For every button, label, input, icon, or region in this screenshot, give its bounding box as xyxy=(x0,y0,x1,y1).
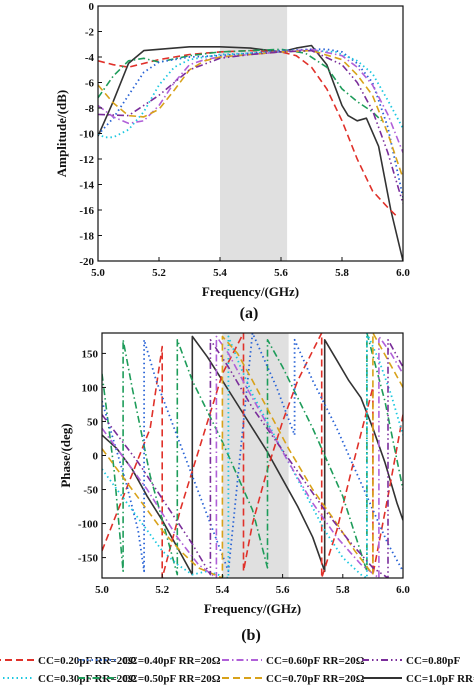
amp-shaded-band xyxy=(220,6,288,261)
legend-label: CC=0.50pF RR=20Ω xyxy=(122,673,221,685)
phase-xtick-label: 6.0 xyxy=(396,584,410,596)
amp-series-0 xyxy=(98,44,403,261)
phase-ytick-label: -150 xyxy=(78,553,99,565)
phase-y-axis-label: Phase/(deg) xyxy=(58,423,73,487)
phase-xtick-label: 5.6 xyxy=(276,584,290,596)
phase-ytick-label: -100 xyxy=(78,519,99,531)
amp-series-3 xyxy=(98,48,403,198)
amp-ytick-label: 0 xyxy=(89,1,95,13)
legend-label: CC=1.0pF RR=20Ω xyxy=(406,673,474,685)
phase-series-7 xyxy=(102,339,403,578)
legend-label: CC=0.80pF xyxy=(406,655,461,667)
amp-series-7 xyxy=(98,49,403,204)
amp-xtick-label: 5.0 xyxy=(91,267,105,279)
phase-series-6 xyxy=(102,333,403,578)
amp-ytick-label: -4 xyxy=(85,52,95,64)
legend-label: CC=0.60pF RR=20Ω xyxy=(266,655,365,667)
amp-series-1 xyxy=(98,49,398,217)
amp-ytick-label: -6 xyxy=(85,78,95,90)
phase-xtick-label: 5.8 xyxy=(336,584,350,596)
amp-xtick-label: 5.4 xyxy=(213,267,227,279)
phase-series-4 xyxy=(102,333,403,578)
amp-ytick-label: -18 xyxy=(79,231,94,243)
phase-xtick-label: 5.0 xyxy=(95,584,109,596)
amp-ytick-label: -10 xyxy=(79,129,94,141)
amp-xtick-label: 6.0 xyxy=(396,267,410,279)
amp-ytick-label: -2 xyxy=(85,27,95,39)
phase-xtick-label: 5.4 xyxy=(216,584,230,596)
amplitude-subplot-label: (a) xyxy=(240,305,259,322)
phase-ytick-label: 50 xyxy=(87,416,99,428)
phase-ytick-label: 100 xyxy=(82,382,99,394)
phase-subplot-label: (b) xyxy=(241,627,261,644)
phase-x-axis-label: Frequency/(GHz) xyxy=(204,601,301,616)
amp-ytick-label: -14 xyxy=(79,180,94,192)
phase-ytick-label: 0 xyxy=(93,451,99,463)
amp-ytick-label: -8 xyxy=(85,103,95,115)
phase-chart: 5.0 5.2 5.4 5.6 5.8 6.0 150 100 50 0 -50 -100 -150 Fr… xyxy=(58,332,410,616)
phase-shaded-band xyxy=(222,333,289,578)
amp-xtick-label: 5.8 xyxy=(335,267,349,279)
amplitude-chart: 5.0 5.2 5.4 5.6 5.8 6.0 0 -2 -4 -6 -8 -10 -12 -14 -16 -… xyxy=(54,1,410,299)
amp-ytick-label: -12 xyxy=(79,154,94,166)
phase-series-2 xyxy=(102,333,403,576)
phase-xtick-label: 5.2 xyxy=(155,584,169,596)
amp-xtick-label: 5.2 xyxy=(152,267,166,279)
amp-ytick-label: -16 xyxy=(79,205,94,217)
phase-ytick-label: 150 xyxy=(82,348,99,360)
amp-series-4 xyxy=(98,49,403,139)
amp-xtick-label: 5.6 xyxy=(274,267,288,279)
phase-series-5 xyxy=(102,335,403,578)
amp-series-6 xyxy=(98,49,403,179)
legend-label: CC=0.70pF RR=20Ω xyxy=(266,673,365,685)
legend-label: CC=0.30pF RR=20Ω xyxy=(38,673,137,685)
amp-x-axis-label: Frequency/(GHz) xyxy=(202,284,299,299)
phase-series-3 xyxy=(102,333,403,573)
amp-series-2 xyxy=(98,48,383,122)
phase-ytick-label: -50 xyxy=(83,485,98,497)
amp-y-axis-label: Amplitude/(dB) xyxy=(54,90,69,177)
legend-label: CC=0.40pF RR=20Ω xyxy=(122,655,221,667)
amp-ytick-label: -20 xyxy=(79,256,94,268)
